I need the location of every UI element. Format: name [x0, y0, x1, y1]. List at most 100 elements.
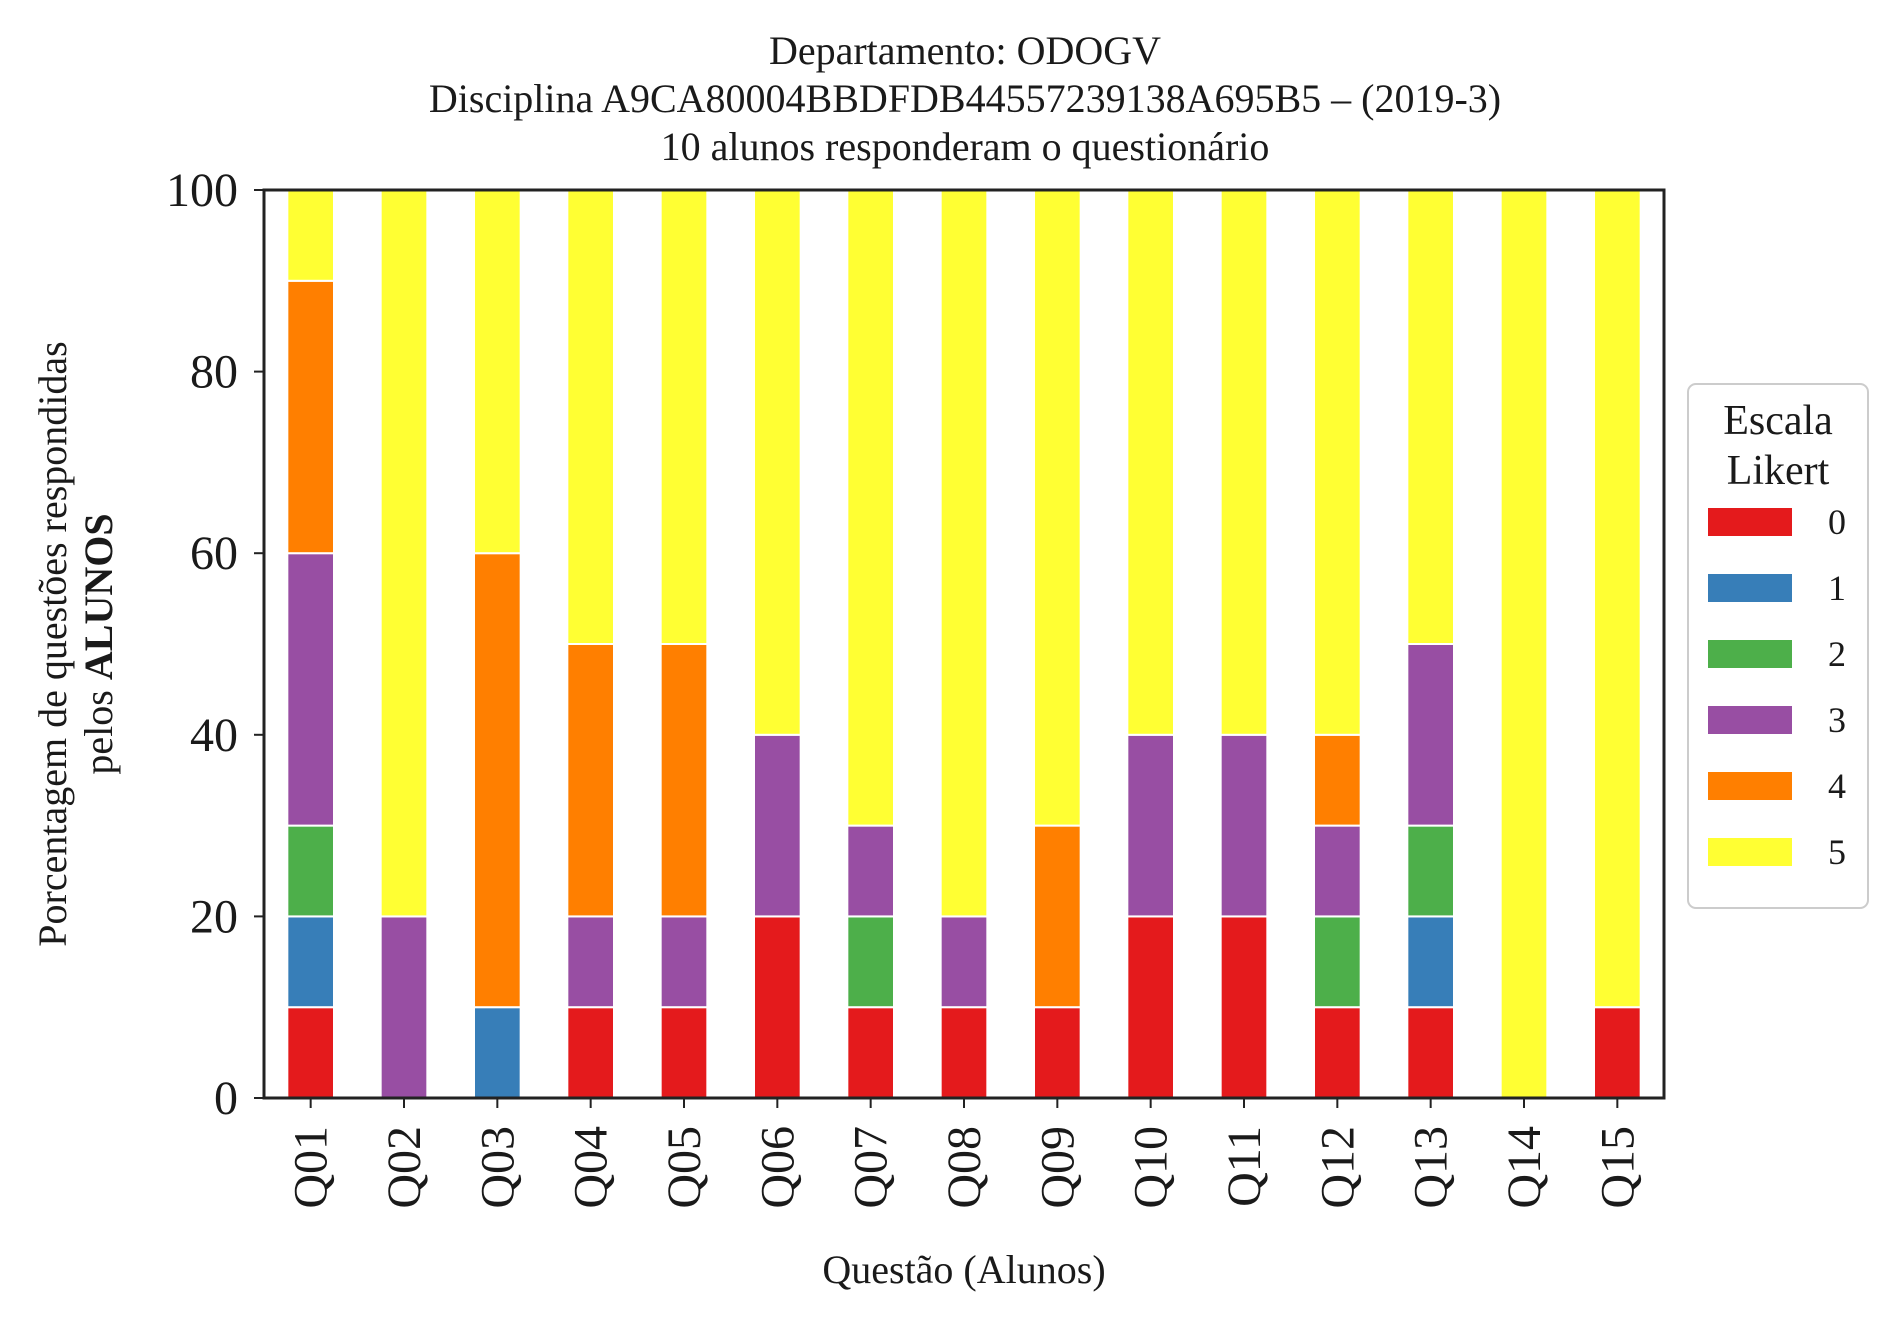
bars-layer [286, 189, 1642, 1100]
x-tick-label-q14: Q14 [1498, 1126, 1551, 1209]
bar-q02-level-5 [379, 189, 429, 918]
x-tick-label-q10: Q10 [1125, 1126, 1178, 1209]
bar-q15-level-5 [1593, 189, 1642, 1009]
legend-label-4: 4 [1828, 766, 1846, 806]
x-tick-label-q15: Q15 [1591, 1126, 1644, 1209]
bar-q01-level-1 [286, 915, 336, 1009]
title-line-1: Departamento: ODOGV [769, 28, 1161, 73]
bar-q13-level-3 [1406, 643, 1456, 827]
bar-q10-level-5 [1126, 189, 1176, 736]
bar-q09-level-5 [1033, 189, 1082, 827]
x-axis-label: Questão (Alunos) [822, 1247, 1105, 1292]
bar-q12-level-2 [1313, 915, 1362, 1009]
plot-frame [262, 188, 1666, 1100]
y-tick-label-60: 60 [190, 527, 238, 580]
title-line-3: 10 alunos responderam o questionário [661, 124, 1270, 169]
bar-q05-level-3 [659, 915, 709, 1009]
bar-q01-level-5 [286, 189, 336, 282]
bar-q07-level-0 [846, 1006, 895, 1100]
legend-swatch-3 [1708, 706, 1792, 734]
title-line-2: Disciplina A9CA80004BBDFDB44557239138A69… [429, 76, 1501, 121]
bar-q11-level-3 [1219, 733, 1269, 918]
bar-q05-level-0 [659, 1006, 709, 1100]
x-tick-label-q02: Q02 [378, 1126, 431, 1209]
bar-q11-level-0 [1219, 915, 1269, 1100]
legend-title-line-1: Escala [1723, 398, 1833, 444]
x-tick-label-q03: Q03 [471, 1126, 524, 1209]
bar-q09-level-4 [1033, 824, 1082, 1009]
bar-q05-level-5 [659, 189, 709, 645]
bar-q10-level-3 [1126, 733, 1176, 918]
bar-q13-level-1 [1406, 915, 1456, 1009]
bar-q11-level-5 [1219, 189, 1269, 736]
bar-q06-level-0 [753, 915, 802, 1100]
legend-label-5: 5 [1828, 832, 1846, 872]
legend-swatch-5 [1708, 838, 1792, 866]
chart-title: Departamento: ODOGV Disciplina A9CA80004… [429, 28, 1501, 169]
bar-q13-level-0 [1406, 1006, 1456, 1100]
legend-items: 0 1 2 3 4 5 [1708, 502, 1846, 872]
y-axis-label-bold: ALUNOS [76, 513, 121, 680]
x-tick-label-q11: Q11 [1218, 1126, 1271, 1207]
legend-swatch-4 [1708, 772, 1792, 800]
bar-q03-level-1 [473, 1006, 522, 1100]
bar-q01-level-0 [286, 1006, 336, 1100]
legend-label-3: 3 [1828, 700, 1846, 740]
bar-q05-level-4 [659, 643, 709, 918]
bar-q07-level-5 [846, 189, 895, 827]
y-axis: 0 20 40 60 80 100 [166, 164, 264, 1125]
bar-q01-level-2 [286, 824, 336, 918]
x-tick-label-q08: Q08 [938, 1126, 991, 1209]
y-axis-label: Porcentagem de questões respondidas pelo… [30, 341, 121, 946]
x-tick-label-q07: Q07 [845, 1126, 898, 1209]
legend-label-0: 0 [1828, 502, 1846, 542]
bar-q10-level-0 [1126, 915, 1176, 1100]
y-axis-label-line-1: Porcentagem de questões respondidas [30, 341, 75, 946]
bar-q13-level-2 [1406, 824, 1456, 918]
y-tick-label-0: 0 [214, 1072, 238, 1125]
bar-q04-level-0 [566, 1006, 615, 1100]
bar-q07-level-2 [846, 915, 895, 1009]
bar-q08-level-0 [939, 1006, 989, 1100]
legend-title-line-2: Likert [1727, 448, 1830, 494]
legend: Escala Likert 0 1 2 3 4 5 [1687, 383, 1869, 909]
y-axis-label-prefix: pelos [76, 680, 121, 774]
x-tick-label-q05: Q05 [658, 1126, 711, 1209]
y-tick-label-40: 40 [190, 709, 238, 762]
y-axis-label-line-2: pelos ALUNOS [76, 513, 121, 774]
bar-q13-level-5 [1406, 189, 1456, 645]
x-tick-label-q09: Q09 [1031, 1126, 1084, 1209]
bar-q12-level-0 [1313, 1006, 1362, 1100]
x-tick-label-q13: Q13 [1405, 1126, 1458, 1209]
y-tick-label-100: 100 [166, 164, 238, 217]
y-tick-label-20: 20 [190, 890, 238, 943]
legend-swatch-0 [1708, 508, 1792, 536]
legend-swatch-1 [1708, 574, 1792, 602]
bar-q01-level-3 [286, 552, 336, 827]
bar-q06-level-3 [753, 733, 802, 918]
x-tick-label-q12: Q12 [1311, 1126, 1364, 1209]
bar-q09-level-0 [1033, 1006, 1082, 1100]
y-tick-label-80: 80 [190, 346, 238, 399]
bar-q15-level-0 [1593, 1006, 1642, 1100]
legend-label-1: 1 [1828, 568, 1846, 608]
bar-q14-level-5 [1499, 189, 1549, 1099]
bar-q06-level-5 [753, 189, 802, 736]
x-tick-label-q01: Q01 [285, 1126, 338, 1209]
bar-q12-level-4 [1313, 733, 1362, 827]
bar-q12-level-5 [1313, 189, 1362, 736]
x-tick-label-q06: Q06 [751, 1126, 804, 1209]
legend-label-2: 2 [1828, 634, 1846, 674]
bar-q08-level-5 [939, 189, 989, 918]
bar-q03-level-4 [473, 552, 522, 1009]
bar-q04-level-5 [566, 189, 615, 645]
bar-q03-level-5 [473, 189, 522, 555]
bar-q07-level-3 [846, 824, 895, 918]
bar-q04-level-4 [566, 643, 615, 918]
bar-q08-level-3 [939, 915, 989, 1009]
bar-q01-level-4 [286, 279, 336, 555]
legend-swatch-2 [1708, 640, 1792, 668]
x-axis: Q01 Q02 Q03 Q04 Q05 Q06 Q07 Q08 Q09 Q10 Q11 Q12 Q13 Q… [285, 1098, 1644, 1209]
bar-q04-level-3 [566, 915, 615, 1009]
